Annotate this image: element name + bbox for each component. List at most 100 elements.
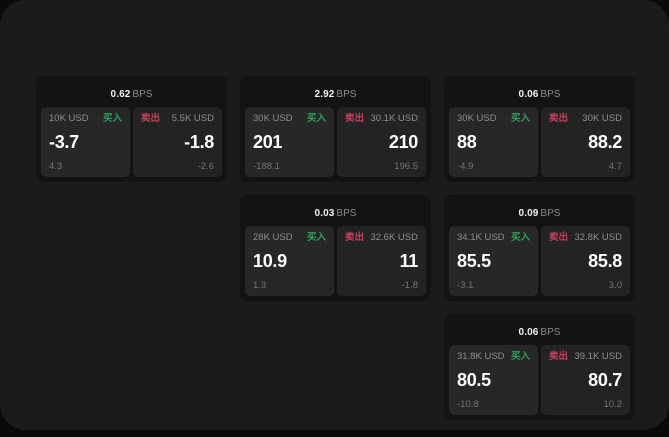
buy-panel-header: 28K USD 买入 [253,233,326,243]
bps-unit: BPS [132,89,153,100]
buy-size-label: 30K USD [253,113,293,124]
sell-size-label: 30.1K USD [370,113,418,124]
card-header: 0.06 BPS [449,81,630,107]
sell-size-label: 5.5K USD [171,113,214,124]
bps-unit: BPS [540,208,561,219]
buy-size-label: 31.8K USD [457,351,505,362]
sell-panel[interactable]: 卖出 32.6K USD 11 -1.8 [337,226,426,296]
buy-panel[interactable]: 30K USD 买入 201 -188.1 [245,107,334,177]
quote-card[interactable]: 2.92 BPS 30K USD 买入 201 -188.1 [240,76,431,182]
buy-panel[interactable]: 30K USD 买入 88 -4.9 [449,107,538,177]
sell-tag: 卖出 [345,113,365,124]
card-header: 0.09 BPS [449,200,630,226]
bps-unit: BPS [336,208,357,219]
buy-subvalue: 1.3 [253,279,267,291]
quote-card[interactable]: 0.03 BPS 28K USD 买入 10.9 1.3 [240,195,431,301]
buy-price: 80.5 [457,369,491,390]
sell-panel[interactable]: 卖出 30.1K USD 210 196.5 [337,107,426,177]
buy-panel-header: 34.1K USD 买入 [457,233,530,243]
buy-size-label: 10K USD [49,113,89,124]
card-panels: 34.1K USD 买入 85.5 -3.1 卖出 32.8K USD 85. [449,226,630,296]
buy-subvalue: -10.8 [457,398,479,410]
sell-price: 11 [399,250,419,271]
bps-value: 0.06 [518,327,539,338]
card-panels: 30K USD 买入 201 -188.1 卖出 30.1K USD 210 [245,107,426,177]
buy-subvalue: -3.1 [457,279,474,291]
bps-value: 0.62 [110,89,131,100]
sell-subvalue: 4.7 [608,160,622,172]
bps-unit: BPS [336,89,357,100]
buy-tag: 买入 [102,113,122,124]
sell-subvalue: 10.2 [603,398,623,410]
sell-panel-header: 卖出 32.8K USD [549,233,622,243]
sell-tag: 卖出 [345,232,365,243]
sell-price: 85.8 [588,250,622,271]
sell-size-label: 32.8K USD [574,232,622,243]
buy-tag: 买入 [510,113,530,124]
buy-panel-header: 10K USD 买入 [49,114,122,124]
card-header: 0.03 BPS [245,200,426,226]
bps-value: 0.03 [314,208,335,219]
sell-subvalue: 196.5 [394,160,418,172]
quote-column-2: 2.92 BPS 30K USD 买入 201 -188.1 [240,76,431,301]
sell-panel[interactable]: 卖出 39.1K USD 80.7 10.2 [541,345,630,415]
bps-unit: BPS [540,89,561,100]
sell-price: 80.7 [588,369,622,390]
quote-card[interactable]: 0.06 BPS 31.8K USD 买入 80.5 -10.8 [444,314,635,420]
buy-price: 201 [253,131,283,152]
buy-panel[interactable]: 34.1K USD 买入 85.5 -3.1 [449,226,538,296]
sell-price: 210 [388,131,418,152]
buy-tag: 买入 [306,232,326,243]
bps-value: 2.92 [314,89,335,100]
sell-tag: 卖出 [549,113,569,124]
sell-panel[interactable]: 卖出 5.5K USD -1.8 -2.6 [133,107,222,177]
sell-subvalue: -2.6 [197,160,214,172]
sell-panel-header: 卖出 5.5K USD [141,114,214,124]
card-header: 0.62 BPS [41,81,222,107]
buy-size-label: 34.1K USD [457,232,505,243]
buy-price: 10.9 [253,250,287,271]
buy-size-label: 30K USD [457,113,497,124]
buy-subvalue: 4.3 [49,160,63,172]
buy-price: 88 [457,131,477,152]
quote-card[interactable]: 0.06 BPS 30K USD 买入 88 -4.9 [444,76,635,182]
card-panels: 28K USD 买入 10.9 1.3 卖出 32.6K USD 11 [245,226,426,296]
sell-panel-header: 卖出 39.1K USD [549,352,622,362]
card-panels: 31.8K USD 买入 80.5 -10.8 卖出 39.1K USD 80 [449,345,630,415]
sell-panel[interactable]: 卖出 30K USD 88.2 4.7 [541,107,630,177]
buy-panel[interactable]: 28K USD 买入 10.9 1.3 [245,226,334,296]
card-header: 2.92 BPS [245,81,426,107]
bps-value: 0.06 [518,89,539,100]
quote-card-grid: 0.62 BPS 10K USD 买入 -3.7 4.3 [36,76,636,420]
sell-subvalue: 3.0 [608,279,622,291]
sell-panel[interactable]: 卖出 32.8K USD 85.8 3.0 [541,226,630,296]
sell-price: -1.8 [184,131,214,152]
sell-panel-header: 卖出 32.6K USD [345,233,418,243]
sell-tag: 卖出 [549,351,569,362]
sell-size-label: 32.6K USD [370,232,418,243]
buy-panel[interactable]: 10K USD 买入 -3.7 4.3 [41,107,130,177]
buy-tag: 买入 [510,351,530,362]
sell-size-label: 39.1K USD [574,351,622,362]
card-panels: 10K USD 买入 -3.7 4.3 卖出 5.5K USD -1.8 [41,107,222,177]
buy-panel-header: 30K USD 买入 [253,114,326,124]
bps-unit: BPS [540,327,561,338]
buy-price: -3.7 [49,131,79,152]
sell-size-label: 30K USD [582,113,622,124]
card-panels: 30K USD 买入 88 -4.9 卖出 30K USD 88.2 [449,107,630,177]
quote-column-1: 0.62 BPS 10K USD 买入 -3.7 4.3 [36,76,227,182]
buy-panel-header: 31.8K USD 买入 [457,352,530,362]
buy-subvalue: -188.1 [253,160,280,172]
buy-tag: 买入 [306,113,326,124]
buy-panel[interactable]: 31.8K USD 买入 80.5 -10.8 [449,345,538,415]
sell-panel-header: 卖出 30.1K USD [345,114,418,124]
sell-tag: 卖出 [141,113,161,124]
quote-card[interactable]: 0.09 BPS 34.1K USD 买入 85.5 -3.1 [444,195,635,301]
buy-size-label: 28K USD [253,232,293,243]
sell-tag: 卖出 [549,232,569,243]
sell-panel-header: 卖出 30K USD [549,114,622,124]
buy-price: 85.5 [457,250,491,271]
quote-card[interactable]: 0.62 BPS 10K USD 买入 -3.7 4.3 [36,76,227,182]
